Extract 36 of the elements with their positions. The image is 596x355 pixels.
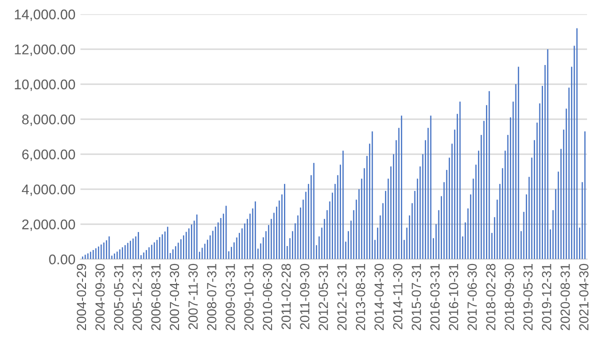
x-tick-label: 2013-08-31 xyxy=(356,264,366,330)
x-tick-label: 2017-06-30 xyxy=(468,264,477,330)
x-tick-label: 2016-10-31 xyxy=(448,264,458,330)
x-tick-label: 2019-12-31 xyxy=(542,264,552,330)
x-tick-label: 2011-02-28 xyxy=(281,264,291,330)
x-tick-label: 2018-02-28 xyxy=(486,264,496,330)
x-tick-label: 2009-03-31 xyxy=(226,264,235,330)
y-tick-label: 8,000.00 xyxy=(22,114,76,126)
x-tick-label: 2012-05-31 xyxy=(318,264,328,330)
x-tick-label: 2020-08-31 xyxy=(560,264,570,330)
x-tick-label: 2010-06-30 xyxy=(262,264,272,330)
x-tick-label: 2009-10-31 xyxy=(244,264,254,330)
x-tick-label: 2005-12-31 xyxy=(132,264,142,330)
x-tick-label: 2004-09-30 xyxy=(95,264,105,330)
x-tick-label: 2014-11-30 xyxy=(393,264,402,330)
x-tick-label: 2005-05-31 xyxy=(114,264,124,330)
y-tick-label: 10,000.00 xyxy=(14,80,76,91)
x-tick-label: 2006-08-31 xyxy=(151,264,161,330)
x-tick-label: 2012-12-31 xyxy=(337,264,347,330)
y-tick-label: 4,000.00 xyxy=(22,184,76,196)
x-tick-label: 2008-07-31 xyxy=(207,264,216,330)
x-tick-label: 2015-07-31 xyxy=(412,264,422,330)
x-tick-label: 2016-03-31 xyxy=(430,264,440,330)
y-tick-label: 6,000.00 xyxy=(22,150,76,161)
x-tick-label: 2007-11-30 xyxy=(188,264,198,330)
x-tick-label: 2007-04-30 xyxy=(170,264,180,330)
x-tick-label: 2019-05-31 xyxy=(523,264,533,330)
x-tick-label: 2004-02-29 xyxy=(76,264,86,330)
y-tick-label: 12,000.00 xyxy=(14,44,76,56)
x-tick-label: 2011-09-30 xyxy=(300,264,310,330)
y-tick-label: 14,000.00 xyxy=(14,10,76,22)
y-tick-label: 2,000.00 xyxy=(22,219,76,231)
x-tick-label: 2014-04-30 xyxy=(374,264,384,330)
y-tick-label: 0.00 xyxy=(49,254,76,264)
x-tick-label: 2021-04-30 xyxy=(579,264,588,330)
x-tick-label: 2018-09-30 xyxy=(504,264,514,330)
